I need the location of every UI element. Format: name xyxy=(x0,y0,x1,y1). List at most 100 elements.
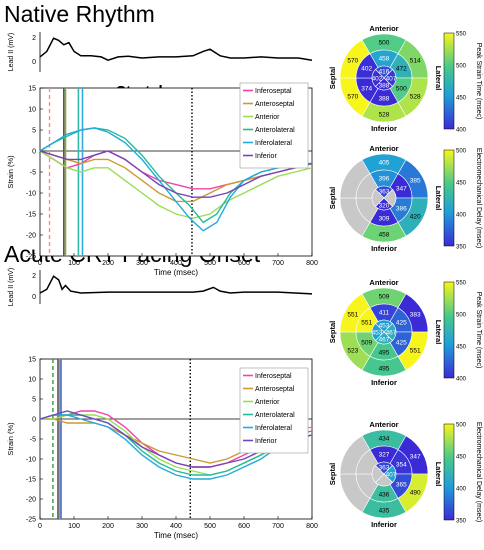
segment-value: 420 xyxy=(410,214,421,221)
inferior-label: Inferior xyxy=(371,124,397,133)
septal-label: Septal xyxy=(328,67,337,90)
colorbar-tick-label: 350 xyxy=(456,245,467,251)
segment-value: 551 xyxy=(361,320,372,327)
septal-label: Septal xyxy=(328,463,337,486)
segment-value: 551 xyxy=(347,312,358,319)
ecg-tick-label: 2 xyxy=(32,273,36,280)
bullseye-segment xyxy=(371,189,385,207)
segment-value: 425 xyxy=(396,340,407,347)
segment-value: 402 xyxy=(372,76,383,83)
y-tick-label: 0 xyxy=(32,417,36,424)
segment-value: 509 xyxy=(361,340,372,347)
ecg-axis-label: Lead II (mV) xyxy=(8,33,15,72)
segment-value: 347 xyxy=(396,186,407,193)
segment-value: 523 xyxy=(347,348,358,355)
colorbar-tick-label: 450 xyxy=(456,96,467,102)
ecg-tick-label: 0 xyxy=(32,294,36,301)
segment-value: 514 xyxy=(410,58,421,65)
segment-value: 570 xyxy=(347,58,358,65)
chart-legend: Inferoseptal Anteroseptal Anterior Anterola… xyxy=(239,82,309,169)
x-tick-label: 600 xyxy=(238,260,250,267)
segment-value: 402 xyxy=(361,66,372,73)
x-axis-label: Time (msec) xyxy=(154,268,198,277)
x-tick-label: 200 xyxy=(102,260,114,267)
x-tick-label: 700 xyxy=(272,523,284,530)
colorbar-tick-label: 400 xyxy=(456,377,467,383)
inferior-label: Inferior xyxy=(371,378,397,387)
colorbar-tick-label: 400 xyxy=(456,128,467,134)
x-tick-label: 500 xyxy=(204,523,216,530)
colorbar-tick-label: 400 xyxy=(456,487,467,493)
segment-value: 386 xyxy=(396,206,407,213)
segment-value: 500 xyxy=(379,40,390,47)
anterior-label: Anterior xyxy=(369,278,398,287)
colorbar xyxy=(443,423,455,521)
series-line-inferolateral xyxy=(39,414,313,480)
legend-label: Anterolateral xyxy=(255,127,295,134)
y-tick-label: -15 xyxy=(26,477,36,484)
ecg-tick-label: 0 xyxy=(32,59,36,66)
segment-value: 407 xyxy=(386,76,397,83)
segment-value: 363 xyxy=(379,465,390,472)
colorbar-tick-label: 450 xyxy=(456,181,467,187)
x-tick-label: 600 xyxy=(238,523,250,530)
top-chart-title: Native Rhythm xyxy=(4,1,155,27)
legend-label: Inferolateral xyxy=(255,140,292,147)
segment-value: 490 xyxy=(410,490,421,497)
septal-label: Septal xyxy=(328,187,337,210)
segment-value: 383 xyxy=(410,312,421,319)
ecg-trace-line xyxy=(39,275,313,295)
bullseye-segment xyxy=(371,465,385,483)
segment-value: 320 xyxy=(379,203,390,210)
segment-value: 405 xyxy=(379,160,390,167)
segment-value: 551 xyxy=(410,348,421,355)
ecg-trace-panel: 2 0 Lead II (mV) xyxy=(8,32,313,72)
y-tick-label: 5 xyxy=(32,397,36,404)
x-tick-label: 500 xyxy=(204,260,216,267)
y-tick-label: 15 xyxy=(28,86,36,93)
series-line-anterior xyxy=(39,150,313,219)
x-tick-label: 400 xyxy=(170,260,182,267)
ecg-axis-label: Lead II (mV) xyxy=(8,268,15,307)
x-tick-label: 700 xyxy=(272,260,284,267)
bullseye-plot: 405 385 420 458 396 347 386 309 363 320 Anterior In… xyxy=(328,144,482,253)
colorbar-tick-label: 550 xyxy=(456,32,467,38)
ecg-trace-line xyxy=(39,37,313,62)
y-tick-label: 10 xyxy=(28,107,36,114)
y-tick-label: -10 xyxy=(26,457,36,464)
inferior-label: Inferior xyxy=(371,520,397,529)
colorbar-tick-label: 500 xyxy=(456,313,467,319)
y-tick-label: -10 xyxy=(26,191,36,198)
y-axis-label: Strain (%) xyxy=(6,155,15,189)
anterior-label: Anterior xyxy=(369,420,398,429)
segment-value: 411 xyxy=(379,310,390,317)
segment-value: 396 xyxy=(379,176,390,183)
y-axis-label: Strain (%) xyxy=(6,422,15,456)
colorbar xyxy=(443,281,455,379)
anterior-label: Anterior xyxy=(369,24,398,33)
lateral-label: Lateral xyxy=(434,66,443,91)
segment-value: 354 xyxy=(396,462,407,469)
x-tick-label: 300 xyxy=(136,523,148,530)
segment-value: 453 xyxy=(372,330,383,337)
segment-value: 495 xyxy=(379,366,390,373)
segment-value: 570 xyxy=(347,94,358,101)
series-line-inferior xyxy=(39,150,313,198)
legend-label: Anteroseptal xyxy=(255,101,295,108)
legend-label: Anterior xyxy=(255,114,280,121)
segment-value: 385 xyxy=(410,178,421,185)
segment-value: 453 xyxy=(379,323,390,330)
x-tick-label: 100 xyxy=(68,523,80,530)
segment-value: 347 xyxy=(410,454,421,461)
inferior-label: Inferior xyxy=(371,244,397,253)
segment-value: 309 xyxy=(379,216,390,223)
colorbar xyxy=(443,149,455,247)
segment-value: 365 xyxy=(396,482,407,489)
y-tick-label: -20 xyxy=(26,497,36,504)
series-line-inferolateral xyxy=(39,127,312,232)
ecg-tick-label: 2 xyxy=(32,35,36,42)
legend-label: Inferoseptal xyxy=(255,88,292,95)
